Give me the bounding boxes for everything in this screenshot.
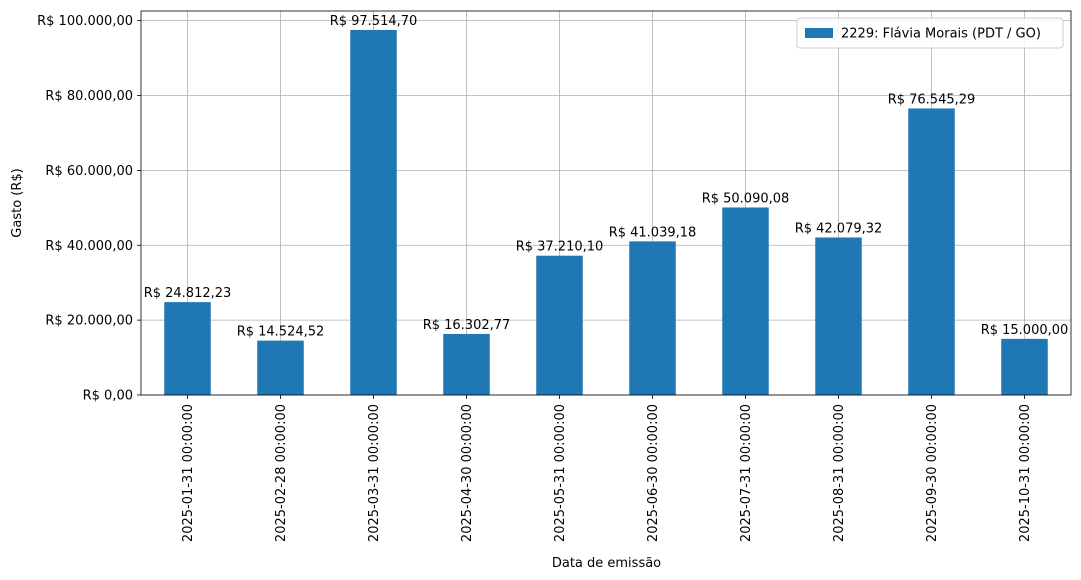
x-axis-label: Data de emissão [552, 556, 661, 571]
bar [257, 340, 304, 395]
x-tick-label: 2025-03-31 00:00:00 [367, 404, 382, 542]
y-tick-label: R$ 20.000,00 [45, 314, 133, 329]
legend-swatch [805, 28, 833, 38]
bar [164, 302, 211, 395]
data-label: R$ 15.000,00 [981, 323, 1069, 338]
data-label: R$ 97.514,70 [330, 14, 418, 29]
y-axis-label: Gasto (R$) [10, 168, 25, 237]
bar [815, 237, 862, 395]
bars [164, 29, 1048, 395]
x-tick-label: 2025-07-31 00:00:00 [739, 404, 754, 542]
y-tick-label: R$ 40.000,00 [45, 239, 133, 254]
x-tick-label: 2025-08-31 00:00:00 [832, 404, 847, 542]
bar [536, 255, 583, 395]
x-tick-label: 2025-04-30 00:00:00 [460, 404, 475, 542]
legend-box [796, 17, 1064, 49]
x-tick-label: 2025-09-30 00:00:00 [925, 404, 940, 542]
data-label: R$ 14.524,52 [237, 325, 325, 340]
y-tick-label: R$ 100.000,00 [37, 14, 133, 29]
x-tick-label: 2025-06-30 00:00:00 [646, 404, 661, 542]
x-tick-label: 2025-05-31 00:00:00 [553, 404, 568, 542]
data-labels: R$ 24.812,23 R$ 14.524,52 R$ 97.514,70 R$ 1… [144, 14, 1069, 340]
data-label: R$ 37.210,10 [516, 240, 604, 255]
bar [1001, 338, 1048, 395]
x-tick-label: 2025-02-28 00:00:00 [274, 404, 289, 542]
legend: 2229: Flávia Morais (PDT / GO) [796, 17, 1064, 49]
plot-frame [140, 10, 1072, 396]
x-tick-label: 2025-10-31 00:00:00 [1018, 404, 1033, 542]
data-label: R$ 24.812,23 [144, 286, 232, 301]
bar [908, 108, 955, 395]
legend-label: 2229: Flávia Morais (PDT / GO) [841, 27, 1041, 42]
y-tick-label: R$ 60.000,00 [45, 164, 133, 179]
data-label: R$ 50.090,08 [702, 191, 790, 206]
x-tick-label: 2025-01-31 00:00:00 [181, 404, 196, 542]
ticks: R$ 0,00 R$ 20.000,00 R$ 40.000,00 R$ 60.000… [37, 14, 1033, 542]
bar [443, 333, 490, 395]
data-label: R$ 76.545,29 [888, 92, 976, 107]
bar [722, 207, 769, 395]
data-label: R$ 41.039,18 [609, 225, 697, 240]
bar [629, 241, 676, 395]
y-tick-label: R$ 0,00 [83, 389, 133, 404]
data-label: R$ 42.079,32 [795, 221, 883, 236]
y-tick-label: R$ 80.000,00 [45, 89, 133, 104]
axes [140, 10, 1072, 396]
data-label: R$ 16.302,77 [423, 318, 511, 333]
bar [350, 29, 397, 395]
